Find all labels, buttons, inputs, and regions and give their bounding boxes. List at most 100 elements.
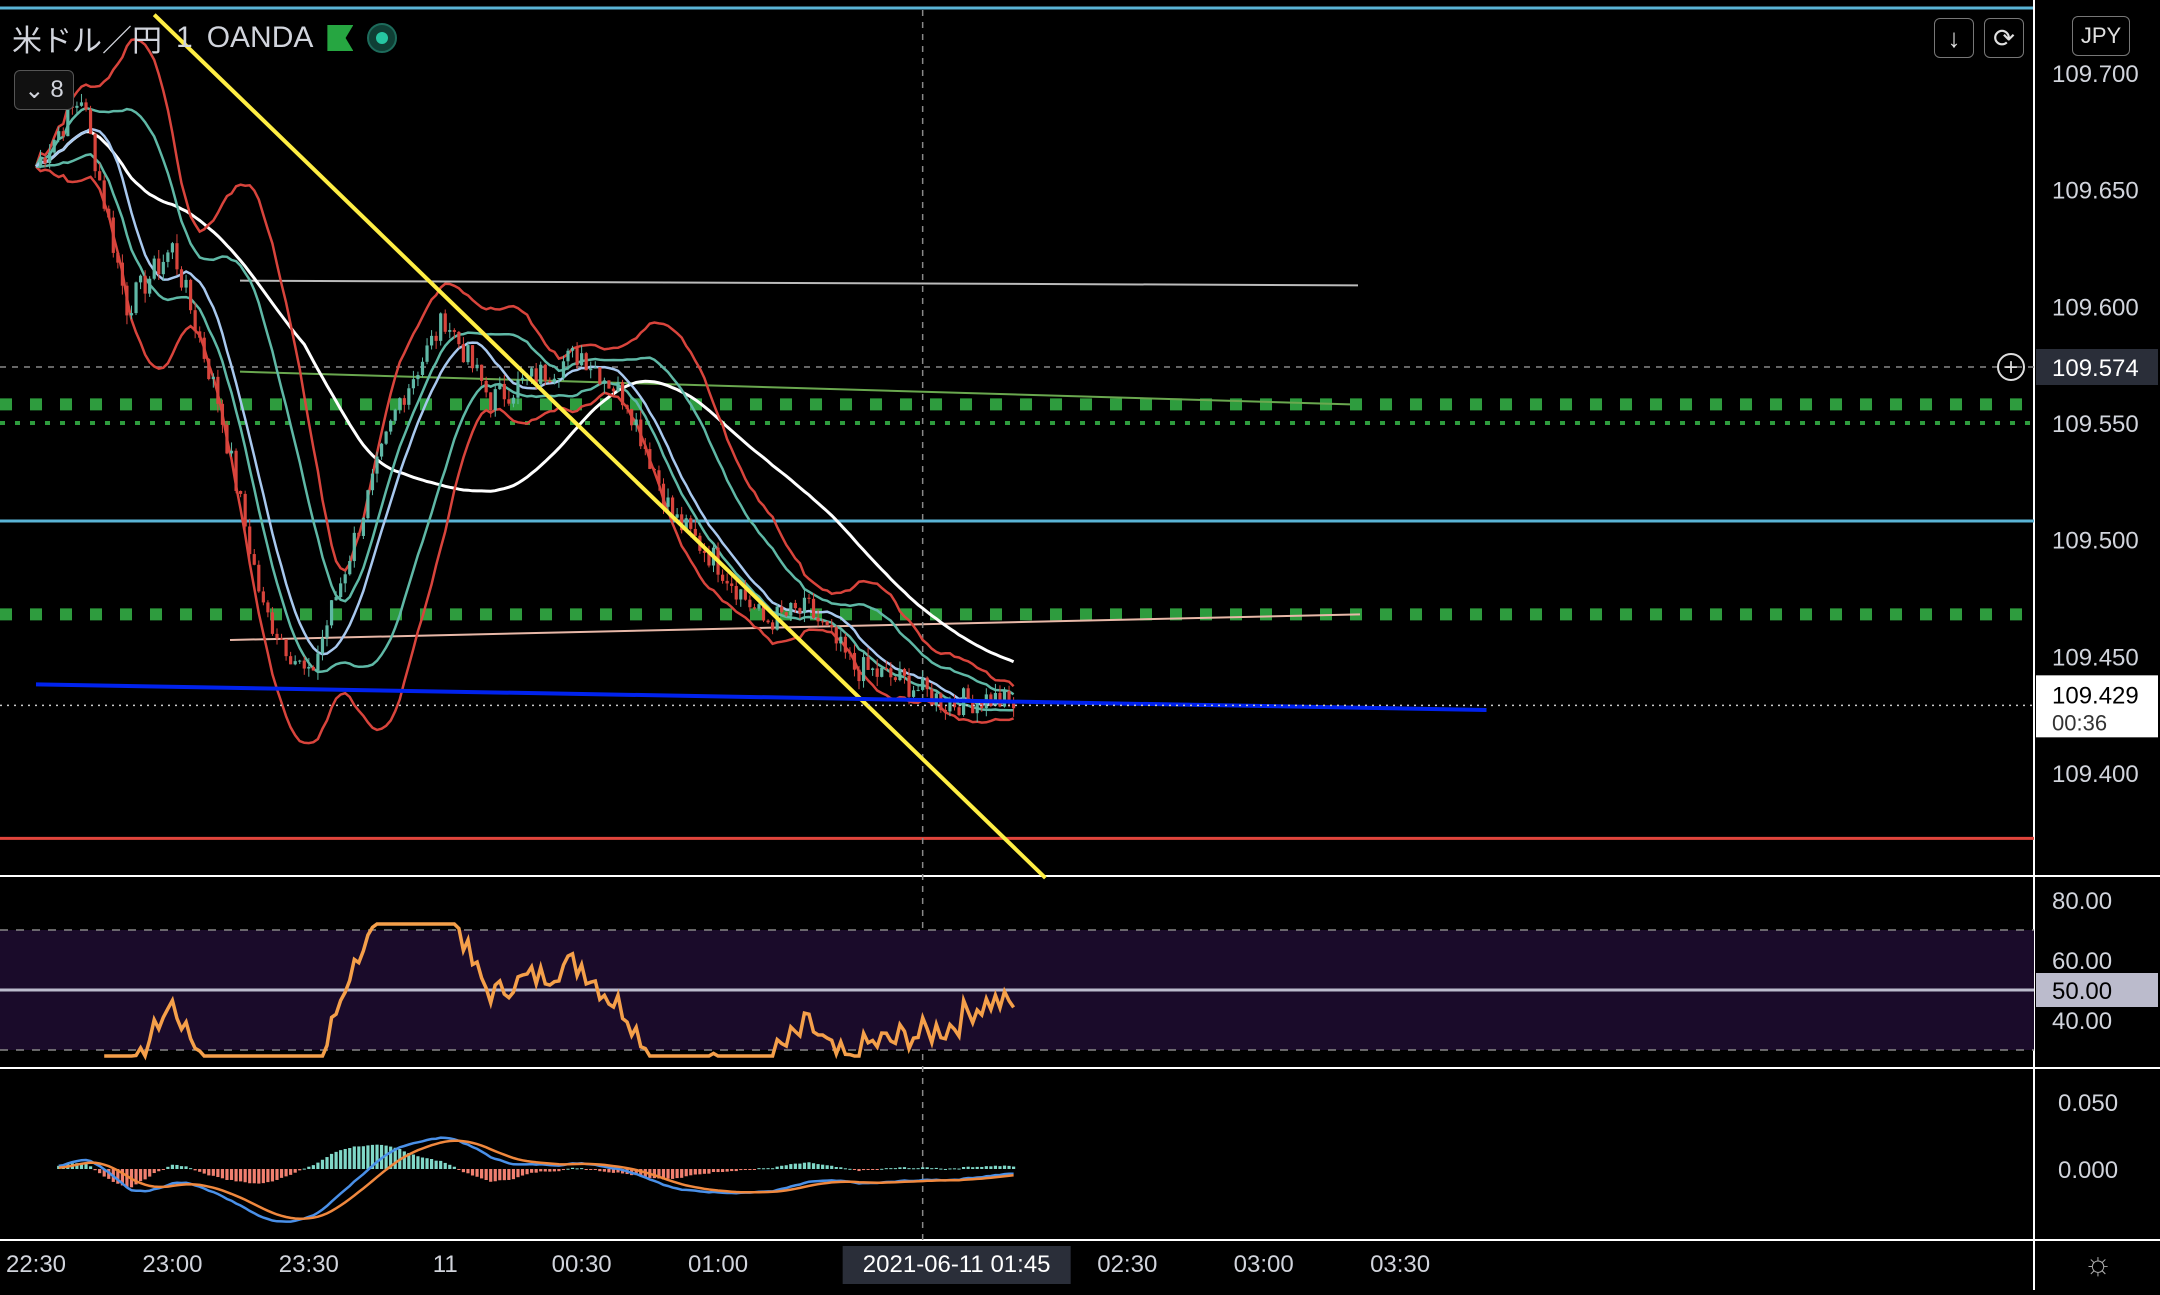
time-axis-label: 01:00: [688, 1251, 748, 1278]
macd-histogram-bar: [548, 1169, 552, 1172]
macd-histogram-bar: [593, 1169, 597, 1170]
candle-body: [329, 600, 334, 626]
candle-body: [57, 131, 61, 140]
candle-body: [780, 606, 784, 613]
rsi-current-label: 50.00: [2052, 978, 2112, 1005]
macd-histogram-bar: [670, 1169, 675, 1179]
candle-body: [966, 688, 970, 701]
symbol-name: 米ドル／円: [12, 25, 162, 58]
candle-body: [539, 364, 543, 384]
macd-histogram-bar: [211, 1169, 215, 1176]
macd-histogram-bar: [516, 1169, 520, 1178]
candle-body: [884, 667, 888, 669]
macd-histogram-bar: [75, 1163, 79, 1169]
candle-body: [507, 399, 511, 404]
macd-histogram-bar: [357, 1146, 361, 1169]
macd-histogram-bar: [79, 1163, 84, 1169]
candle-body: [911, 690, 916, 697]
candle-body: [825, 621, 829, 625]
candle-body: [666, 497, 670, 507]
candle-body: [429, 335, 434, 346]
fullscreen-button[interactable]: ⟳: [1984, 18, 2024, 58]
macd-histogram-bar: [539, 1169, 543, 1172]
crosshair-price-box: [2036, 349, 2158, 385]
macd-histogram-bar: [270, 1169, 275, 1182]
candle-body: [652, 468, 656, 471]
candle-body: [439, 313, 443, 341]
macd-histogram-bar: [834, 1166, 838, 1169]
market-status-icon[interactable]: [367, 23, 398, 53]
candle-body: [434, 335, 438, 341]
candle-body: [720, 574, 725, 581]
candle-body: [925, 677, 929, 690]
flag-icon[interactable]: [327, 25, 354, 51]
macd-histogram-bar: [989, 1166, 993, 1169]
candle-body: [84, 102, 88, 110]
candle-body: [138, 275, 143, 283]
candle-body: [584, 353, 588, 371]
macd-histogram-bar: [320, 1159, 325, 1169]
candle-body: [811, 598, 816, 618]
macd-histogram-bar: [311, 1165, 315, 1169]
macd-histogram-bar: [393, 1147, 397, 1169]
candle-body: [743, 589, 747, 600]
macd-histogram-bar: [843, 1168, 847, 1170]
macd-histogram-bar: [957, 1168, 961, 1170]
candle-body: [511, 397, 516, 404]
candle-body: [766, 620, 770, 623]
macd-histogram-bar: [143, 1169, 147, 1180]
candle-body: [843, 636, 847, 653]
macd-histogram-bar: [138, 1169, 143, 1182]
macd-histogram-bar: [789, 1164, 793, 1169]
candle-body: [807, 597, 811, 599]
candle-body: [725, 580, 729, 584]
candle-body: [339, 583, 343, 598]
candle-body: [502, 383, 506, 400]
candle-body: [589, 368, 593, 371]
macd-histogram-bar: [707, 1169, 711, 1174]
thin-pink-line: [229, 613, 1361, 641]
candle-body: [470, 345, 475, 369]
candle-body: [561, 361, 566, 379]
download-button[interactable]: ↓: [1934, 18, 1974, 58]
candle-body: [543, 364, 547, 381]
candle-body: [88, 109, 93, 134]
candle-body: [461, 344, 466, 363]
time-axis-label: 00:30: [552, 1251, 612, 1278]
candle-body: [475, 364, 479, 369]
candle-body: [1007, 691, 1011, 702]
candle-body: [407, 388, 411, 405]
bollinger-upper-1sigma: [34, 106, 1015, 696]
candle-body: [325, 625, 329, 638]
candle-body: [266, 602, 270, 613]
macd-histogram-bar: [411, 1154, 416, 1169]
macd-histogram-bar: [921, 1167, 925, 1169]
candle-body: [620, 382, 625, 406]
interval-label: 1: [176, 21, 193, 54]
candle-body: [898, 668, 902, 681]
macd-histogram-bar: [616, 1169, 620, 1173]
candle-body: [229, 450, 234, 454]
indicators-toggle-button[interactable]: ⌄ 8: [14, 70, 74, 110]
candle-body: [152, 258, 156, 279]
macd-histogram-bar: [298, 1169, 302, 1171]
candle-body: [357, 532, 361, 536]
candle-body: [548, 380, 552, 383]
candle-body: [416, 374, 420, 380]
candle-body: [466, 345, 470, 363]
candle-body: [566, 350, 570, 362]
symbol-legend[interactable]: 米ドル／円 1 OANDA: [12, 14, 398, 62]
macd-histogram-bar: [102, 1169, 106, 1177]
candle-body: [798, 608, 802, 614]
current-price-box: [2036, 675, 2158, 738]
candle-body: [680, 514, 684, 531]
currency-button[interactable]: JPY: [2072, 16, 2130, 56]
candle-body: [379, 443, 384, 457]
rsi-line: [104, 922, 1016, 1061]
candle-body: [748, 599, 752, 608]
candle-body: [170, 243, 175, 253]
settings-gear-icon[interactable]: ☼: [2083, 1245, 2113, 1281]
candle-body: [275, 633, 279, 639]
